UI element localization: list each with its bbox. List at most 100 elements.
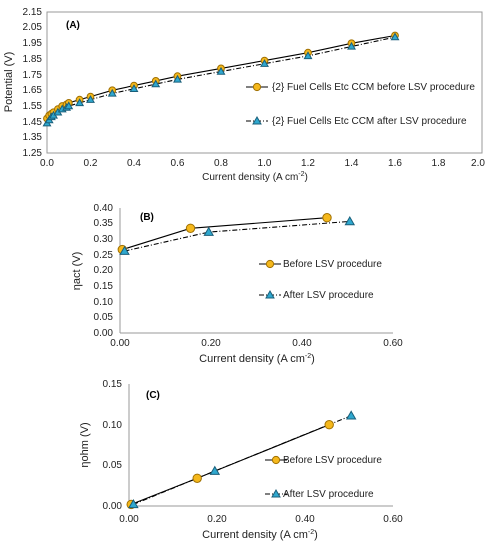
panel-b: (B) 0.00 0.05 0.10 0.15 0.20 0.25 0.30 0… bbox=[71, 203, 403, 365]
panel-a-yticks: 1.25 1.35 1.45 1.55 1.65 1.75 1.85 1.95 … bbox=[23, 7, 43, 159]
panel-b-legend-marker-before bbox=[265, 259, 275, 269]
panel-b-ytick-label: 0.30 bbox=[94, 234, 114, 245]
panel-b-ytick-label: 0.35 bbox=[94, 218, 114, 229]
panel-c-ytick-label: 0.15 bbox=[103, 379, 123, 390]
panel-a-xtick-label: 1.4 bbox=[345, 158, 359, 169]
panel-c-legend-marker-after bbox=[271, 488, 281, 498]
panel-a-x-axis-label: Current density (A cm-2) bbox=[202, 171, 308, 183]
panel-b-ytick-label: 0.05 bbox=[94, 312, 114, 323]
panel-b-ytick-label: 0.15 bbox=[94, 281, 114, 292]
panel-b-xtick-label: 0.40 bbox=[292, 338, 312, 349]
panel-a-series bbox=[42, 31, 400, 127]
panel-a-legend-label-before: {2} Fuel Cells Etc CCM before LSV proced… bbox=[272, 82, 475, 93]
panel-a-xtick-label: 2.0 bbox=[471, 158, 485, 169]
panel-b-series bbox=[117, 213, 356, 255]
panel-c-legend-label-after: After LSV procedure bbox=[283, 489, 374, 500]
panel-b-series-after-point bbox=[344, 216, 356, 226]
panel-a-y-axis-label: Potential (V) bbox=[3, 52, 15, 113]
panel-a-series-after-point bbox=[347, 41, 356, 50]
panel-a-series-before-line bbox=[46, 34, 396, 119]
panel-c-y-axis-label: ηohm (V) bbox=[79, 422, 91, 467]
panel-a-ytick-label: 1.65 bbox=[23, 85, 43, 96]
panel-b-legend-label-before: Before LSV procedure bbox=[283, 259, 382, 270]
panel-a-series-after-point bbox=[390, 32, 400, 41]
panel-b-legend-marker-after bbox=[265, 289, 275, 299]
panel-a-xlabel-sup: -2 bbox=[298, 171, 304, 178]
panel-b-xticks: 0.00 0.20 0.40 0.60 bbox=[110, 338, 403, 349]
panel-b-ytick-label: 0.40 bbox=[94, 203, 114, 214]
panel-a-label: (A) bbox=[66, 20, 80, 31]
panel-b-ytick-label: 0.25 bbox=[94, 250, 114, 261]
panel-b-yticks: 0.00 0.05 0.10 0.15 0.20 0.25 0.30 0.35 … bbox=[94, 203, 114, 339]
panel-b-series-after-line bbox=[124, 220, 350, 252]
panel-a-xlabel-end: ) bbox=[305, 172, 308, 183]
panel-c-series-before-point bbox=[192, 473, 202, 483]
panel-c-label: (C) bbox=[146, 390, 160, 401]
panel-a-xticks: 0.0 0.2 0.4 0.6 0.8 1.0 1.2 1.4 1.6 1.8 … bbox=[40, 158, 485, 169]
panel-c-xtick-label: 0.00 bbox=[119, 514, 139, 525]
panel-c-ytick-label: 0.05 bbox=[103, 460, 123, 471]
panel-b-xlabel-end: ) bbox=[311, 353, 315, 365]
panel-b-xtick-label: 0.00 bbox=[110, 338, 130, 349]
panel-c-series bbox=[126, 410, 357, 510]
panel-a-legend: {2} Fuel Cells Etc CCM before LSV proced… bbox=[246, 82, 475, 127]
panel-c-xlabel-main: Current density (A cm bbox=[202, 529, 308, 541]
panel-a-ytick-label: 1.35 bbox=[23, 132, 43, 143]
panel-a-ytick-label: 1.55 bbox=[23, 101, 43, 112]
panel-a-series-after-point bbox=[107, 88, 117, 97]
panel-c-series-after-point bbox=[345, 410, 357, 420]
panel-c-legend: Before LSV procedure After LSV procedure bbox=[265, 455, 382, 500]
panel-c-ytick-label: 0.00 bbox=[103, 501, 123, 512]
panel-a-xtick-label: 1.6 bbox=[388, 158, 402, 169]
panel-c-legend-label-before: Before LSV procedure bbox=[283, 455, 382, 466]
panel-c-legend-marker-before bbox=[271, 455, 281, 465]
panel-c-xlabel-sup: -2 bbox=[308, 529, 314, 536]
panel-c-series-after-point bbox=[209, 465, 221, 475]
panel-a-xtick-label: 0.8 bbox=[214, 158, 228, 169]
panel-a-series-after-point bbox=[64, 101, 74, 110]
panel-a-xtick-label: 0.4 bbox=[127, 158, 141, 169]
panel-a-series-after-point bbox=[129, 84, 139, 92]
panel-c-x-axis-label: Current density (A cm-2) bbox=[202, 529, 318, 541]
panel-a-ytick-label: 2.15 bbox=[23, 7, 43, 18]
panel-b-legend-label-after: After LSV procedure bbox=[283, 290, 374, 301]
panel-a-series-after-point bbox=[260, 59, 269, 67]
panel-b-xlabel-sup: -2 bbox=[305, 353, 311, 360]
panel-b-series-before-point bbox=[322, 213, 332, 223]
panel-b-series-before-point bbox=[185, 223, 196, 234]
panel-a-series-after-point bbox=[216, 66, 226, 75]
panel-c-xticks: 0.00 0.20 0.40 0.60 bbox=[119, 514, 403, 525]
panel-a-series-after-point bbox=[86, 95, 95, 103]
panel-a-series-after-point bbox=[173, 74, 182, 83]
panel-a-series-after-point bbox=[75, 98, 85, 107]
panel-a-legend-label-after: {2} Fuel Cells Etc CCM after LSV procedu… bbox=[272, 116, 467, 127]
panel-a-xtick-label: 0.2 bbox=[84, 158, 98, 169]
panel-b-xtick-label: 0.60 bbox=[383, 338, 403, 349]
panel-b-series-after-point bbox=[203, 226, 214, 236]
panel-c: (C) 0.00 0.05 0.10 0.15 0.00 0.20 0.40 0… bbox=[79, 379, 403, 541]
panel-a-xtick-label: 0.6 bbox=[171, 158, 185, 169]
panel-c-series-after-point bbox=[128, 498, 139, 509]
panel-a-series-after-point bbox=[151, 79, 161, 88]
panel-a-xtick-label: 1.2 bbox=[301, 158, 315, 169]
panel-b-xtick-label: 0.20 bbox=[201, 338, 221, 349]
panel-a-ytick-label: 2.05 bbox=[23, 22, 43, 33]
panel-a-series-after-point bbox=[303, 51, 313, 60]
panel-c-xtick-label: 0.40 bbox=[295, 514, 315, 525]
panel-b-ytick-label: 0.10 bbox=[94, 297, 114, 308]
panel-a-plot-area bbox=[46, 11, 483, 154]
panel-b-y-axis-label: ηact (V) bbox=[71, 252, 83, 291]
panel-a-legend-marker-before bbox=[252, 82, 262, 92]
panel-b-ytick-label: 0.00 bbox=[94, 328, 114, 339]
panel-b-x-axis-label: Current density (A cm-2) bbox=[199, 353, 315, 365]
panel-a-ytick-label: 1.45 bbox=[23, 117, 43, 128]
panel-a-ytick-label: 1.85 bbox=[23, 54, 43, 65]
panel-a-legend-marker-after bbox=[252, 115, 262, 125]
panel-a-ytick-label: 1.75 bbox=[23, 70, 43, 81]
panel-a-series-after-line bbox=[46, 36, 396, 124]
panel-a-xtick-label: 0.0 bbox=[40, 158, 54, 169]
panel-c-series-before-point bbox=[324, 420, 334, 430]
panel-c-xlabel-end: ) bbox=[314, 529, 318, 541]
panel-a: (A) 1.25 1.35 1.45 1.55 1.65 1.75 1.85 1… bbox=[3, 7, 485, 183]
